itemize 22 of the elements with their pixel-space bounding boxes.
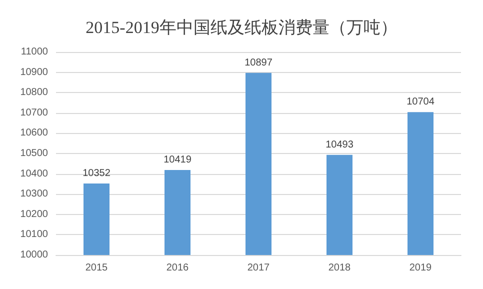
data-label: 10704 (406, 96, 435, 108)
x-tick-label: 2018 (328, 262, 352, 274)
y-tick-label: 10300 (20, 188, 48, 200)
x-tick-label: 2016 (166, 262, 190, 274)
y-tick-label: 10400 (20, 168, 48, 180)
y-tick-label: 10800 (20, 87, 48, 98)
data-label: 10419 (164, 154, 192, 166)
y-tick-label: 11000 (20, 46, 48, 58)
y-tick-label: 10500 (20, 148, 48, 159)
y-tick-label: 10200 (20, 208, 48, 220)
data-label: 10897 (244, 57, 273, 68)
data-label: 10493 (326, 139, 354, 150)
y-tick-label: 10600 (20, 128, 48, 139)
y-tick-label: 10700 (20, 107, 48, 118)
data-label: 10352 (82, 168, 111, 180)
y-tick-label: 10900 (20, 66, 48, 78)
x-tick-label: 2017 (247, 262, 270, 274)
y-tick-label: 10100 (20, 229, 48, 240)
x-tick-label: 2019 (409, 262, 432, 274)
x-tick-label: 2015 (85, 262, 108, 274)
chart-title: 2015-2019年中国纸及纸板消费量（万吨） (86, 18, 398, 37)
y-tick-label: 10000 (20, 250, 48, 260)
